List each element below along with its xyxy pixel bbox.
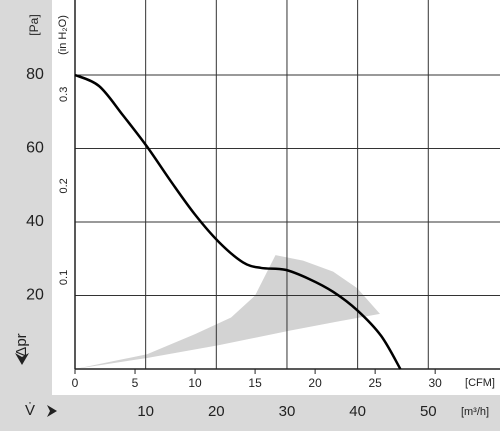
left-band (0, 0, 52, 395)
y-tick-label: 60 (26, 140, 44, 157)
y-tick-label: 80 (26, 66, 44, 83)
y-axis-label: [Pa] (27, 14, 41, 35)
operating-range (75, 255, 380, 369)
x-tick-label: 20 (308, 376, 322, 390)
y-tick-label: 20 (26, 287, 44, 304)
y-axis-name: Δpr (13, 333, 30, 356)
x-tick-label: 0 (72, 376, 79, 390)
fan-curve (74, 73, 402, 370)
x2-tick-label: 40 (349, 403, 366, 420)
y2-axis-label: (in H₂O) (57, 15, 69, 55)
x-tick-label: 5 (132, 376, 139, 390)
x-arrow (47, 405, 57, 417)
x2-tick-label: 50 (420, 403, 437, 420)
y-tick-label: 40 (26, 213, 44, 230)
y2-tick-label: 0.2 (58, 178, 70, 193)
x-tick-label: 10 (188, 376, 202, 390)
x2-axis-label: [m³/h] (461, 406, 489, 418)
x-axis-label: [CFM] (465, 377, 495, 389)
x2-axis-name: V̇ (25, 402, 35, 419)
y-arrow (15, 353, 29, 365)
bottom-band (0, 395, 500, 431)
x-tick-label: 25 (368, 376, 382, 390)
x-tick-label: 15 (248, 376, 262, 390)
y2-tick-label: 0.1 (58, 270, 70, 285)
x2-tick-label: 30 (279, 403, 296, 420)
y2-tick-label: 0.3 (58, 87, 70, 102)
x-tick-label: 30 (428, 376, 442, 390)
x2-tick-label: 10 (137, 403, 154, 420)
x2-tick-label: 20 (208, 403, 225, 420)
